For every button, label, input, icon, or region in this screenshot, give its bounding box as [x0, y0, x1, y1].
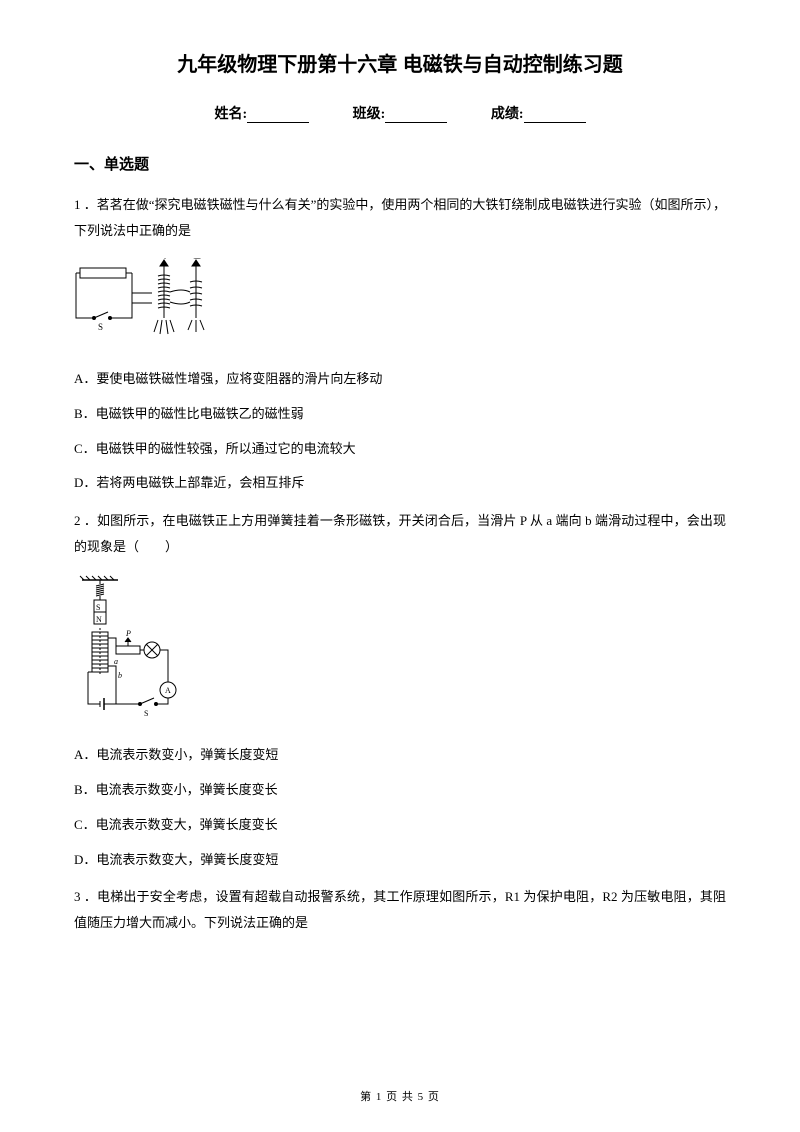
class-blank	[385, 109, 447, 123]
electromagnet-diagram-icon: 甲 乙 S	[74, 258, 234, 348]
class-label: 班级:	[353, 107, 386, 122]
q3-stem: 3 ．电梯出于安全考虑，设置有超载自动报警系统，其工作原理如图所示，R1 为保护…	[74, 884, 726, 936]
q2-optA: A．电流表示数变小，弹簧长度变短	[74, 745, 726, 766]
q1-figure: 甲 乙 S	[74, 258, 726, 353]
q2-optD: D．电流表示数变大，弹簧长度变短	[74, 850, 726, 871]
q2-stem: 2 ．如图所示，在电磁铁正上方用弹簧挂着一条形磁铁，开关闭合后，当滑片 P 从 …	[74, 508, 726, 560]
q1-stem: 1 ．茗茗在做“探究电磁铁磁性与什么有关”的实验中，使用两个相同的大铁钉绕制成电…	[74, 192, 726, 244]
q1-optD: D．若将两电磁铁上部靠近，会相互排斥	[74, 473, 726, 494]
fig2-a-label: a	[114, 657, 118, 666]
score-blank	[524, 109, 586, 123]
fig2-A-label: A	[165, 686, 171, 695]
fig2-P-label: P	[125, 629, 131, 638]
fig1-yi-label: 乙	[192, 258, 202, 261]
q2-optC: C．电流表示数变大，弹簧长度变长	[74, 815, 726, 836]
score-label: 成绩:	[491, 107, 524, 122]
page-title: 九年级物理下册第十六章 电磁铁与自动控制练习题	[74, 48, 726, 77]
fig2-S-label: S	[96, 603, 100, 612]
page-footer: 第 1 页 共 5 页	[0, 1088, 800, 1104]
fig2-N-label: N	[96, 615, 102, 624]
section-header: 一、单选题	[74, 153, 726, 174]
fig2-sw-label: S	[144, 709, 148, 718]
info-line: 姓名: 班级: 成绩:	[74, 103, 726, 123]
name-blank	[247, 109, 309, 123]
fig1-switch-label: S	[98, 322, 103, 332]
q1-optC: C．电磁铁甲的磁性较强，所以通过它的电流较大	[74, 439, 726, 460]
q1-optB: B．电磁铁甲的磁性比电磁铁乙的磁性弱	[74, 404, 726, 425]
q2-figure: S N P a b A S	[74, 574, 726, 729]
q2-optB: B．电流表示数变小，弹簧长度变长	[74, 780, 726, 801]
fig2-b-label: b	[118, 671, 122, 680]
name-label: 姓名:	[214, 107, 247, 122]
fig1-jia-label: 甲	[160, 258, 170, 261]
spring-magnet-circuit-icon: S N P a b A S	[74, 574, 184, 724]
q1-optA: A．要使电磁铁磁性增强，应将变阻器的滑片向左移动	[74, 369, 726, 390]
